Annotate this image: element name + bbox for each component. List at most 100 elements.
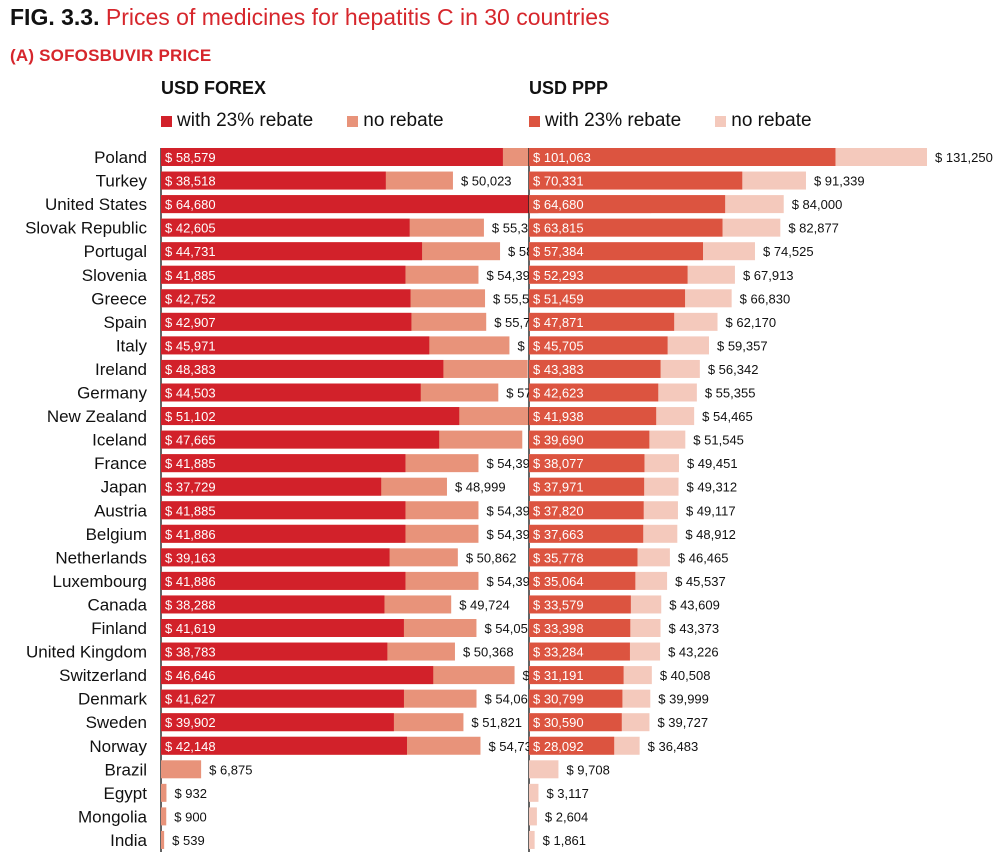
bar-rebate-forex [161,736,407,755]
bar-label-no-rebate-ppp: $ 9,708 [566,762,609,777]
bar-no-rebate-ppp [529,760,559,779]
bar-label-no-rebate-forex: $ 54,396 [486,456,537,471]
category-label: Germany [77,384,147,403]
bar-label-rebate-ppp: $ 28,092 [533,739,584,754]
bar-label-rebate-ppp: $ 31,191 [533,668,584,683]
bar-no-rebate-forex [161,830,165,849]
bar-rebate-forex [161,289,411,308]
bar-rebate-forex [161,666,434,685]
bar-label-rebate-forex: $ 47,665 [165,433,216,448]
legend-label-forex-norebate: no rebate [363,110,444,131]
category-label: Portugal [84,242,147,261]
bar-label-rebate-forex: $ 41,885 [165,268,216,283]
bar-label-rebate-ppp: $ 64,680 [533,197,584,212]
bar-rebate-forex [161,501,406,520]
category-label: Spain [104,313,147,332]
category-label: Slovak Republic [25,219,147,238]
bar-no-rebate-ppp [529,807,537,826]
bar-rebate-forex [161,312,412,331]
bar-rebate-ppp [529,548,638,567]
bar-label-no-rebate-ppp: $ 49,451 [687,456,738,471]
bar-label-no-rebate-ppp: $ 46,465 [678,550,729,565]
category-label: Ireland [95,360,147,379]
bar-label-rebate-forex: $ 41,627 [165,692,216,707]
bar-label-no-rebate-ppp: $ 82,877 [788,221,839,236]
bar-rebate-forex [161,336,430,355]
panel-title-ppp: USD PPP [529,78,609,98]
bar-rebate-forex [161,359,444,378]
bar-label-rebate-forex: $ 39,163 [165,550,216,565]
legend-swatch-ppp-norebate [715,115,727,127]
bar-rebate-forex [161,642,388,661]
category-label: Japan [101,478,147,497]
figure-title-text: Prices of medicines for hepatitis C in 3… [105,4,610,30]
bar-label-no-rebate-ppp: $ 43,226 [668,645,719,660]
bar-label-no-rebate-forex: $ 48,999 [455,480,506,495]
bar-label-no-rebate-forex: $ 50,368 [463,645,514,660]
bar-label-rebate-ppp: $ 35,778 [533,550,584,565]
figure-title: FIG. 3.3. Prices of medicines for hepati… [10,4,610,31]
bar-label-no-rebate-ppp: $ 49,312 [687,480,738,495]
bar-rebate-ppp [529,524,644,543]
legend-swatch-ppp-rebate [529,115,540,127]
bar-label-no-rebate-ppp: $ 74,525 [763,244,814,259]
bar-rebate-ppp [529,689,623,708]
bar-rebate-ppp [529,477,645,496]
bar-rebate-forex [161,407,460,426]
bar-label-rebate-forex: $ 64,680 [165,197,216,212]
bar-rebate-ppp [529,383,659,402]
bar-label-no-rebate-forex: $ 54,738 [488,739,539,754]
bar-label-no-rebate-ppp: $ 39,999 [658,692,709,707]
bar-label-no-rebate-ppp: $ 36,483 [648,739,699,754]
bar-label-no-rebate-ppp: $ 59,357 [717,338,768,353]
bar-no-rebate-ppp [529,830,535,849]
bar-label-no-rebate-forex: $ 51,821 [471,715,522,730]
bar-no-rebate-forex [161,760,202,779]
bar-rebate-ppp [529,148,836,166]
bar-label-rebate-ppp: $ 70,331 [533,174,584,189]
bar-label-rebate-forex: $ 48,383 [165,362,216,377]
bar-label-rebate-ppp: $ 45,705 [533,338,584,353]
bar-label-no-rebate-ppp: $ 40,508 [660,668,711,683]
bar-label-no-rebate-ppp: $ 131,250 [935,150,993,165]
category-label: Turkey [96,172,148,191]
legend-swatch-forex-rebate [161,115,172,127]
category-label: Switzerland [59,666,147,685]
category-label: India [110,831,147,850]
bar-label-no-rebate-ppp: $ 43,609 [669,597,720,612]
bar-label-rebate-forex: $ 37,729 [165,480,216,495]
bar-label-no-rebate-ppp: $ 84,000 [792,197,843,212]
bar-label-rebate-ppp: $ 47,871 [533,315,584,330]
bar-label-no-rebate-ppp: $ 91,339 [814,174,865,189]
bar-label-no-rebate-forex: $ 54,396 [486,503,537,518]
bar-rebate-ppp [529,736,615,755]
bar-label-rebate-forex: $ 38,783 [165,645,216,660]
bar-label-rebate-forex: $ 58,579 [165,150,216,165]
panel-title-forex: USD FOREX [161,78,267,98]
legend-swatch-forex-norebate [347,115,359,127]
bar-label-rebate-ppp: $ 57,384 [533,244,584,259]
legend-forex: with 23% rebate no rebate [161,110,478,132]
bar-rebate-ppp [529,195,726,214]
bar-label-rebate-forex: $ 41,619 [165,621,216,636]
bar-label-rebate-ppp: $ 37,663 [533,527,584,542]
bar-rebate-forex [161,524,406,543]
bar-label-rebate-ppp: $ 35,064 [533,574,584,589]
legend-item-ppp-norebate: no rebate [715,110,812,132]
bar-rebate-forex [161,171,386,190]
bar-rebate-ppp [529,619,631,637]
bar-label-rebate-forex: $ 41,885 [165,503,216,518]
bar-label-rebate-ppp: $ 33,398 [533,621,584,636]
bar-rebate-ppp [529,713,622,732]
bar-label-rebate-ppp: $ 39,690 [533,433,584,448]
legend-label-ppp-rebate: with 23% rebate [545,110,682,131]
category-label: Iceland [92,431,147,450]
bar-label-no-rebate-forex: $ 54,396 [486,268,537,283]
bar-label-rebate-forex: $ 44,731 [165,244,216,259]
figure-number: FIG. 3.3. [10,4,100,30]
category-label: Egypt [104,784,148,803]
bar-label-no-rebate-ppp: $ 54,465 [702,409,753,424]
category-label: Netherlands [55,548,147,567]
bar-label-rebate-forex: $ 41,886 [165,574,216,589]
bar-label-rebate-ppp: $ 30,799 [533,692,584,707]
